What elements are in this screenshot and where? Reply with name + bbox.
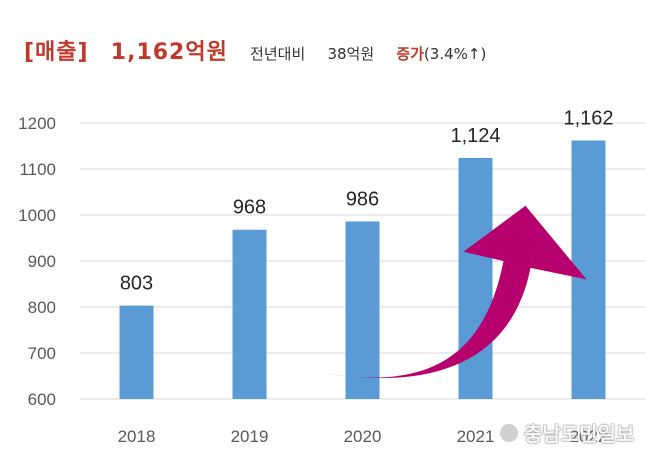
x-tick-label: 2020 [344, 427, 382, 446]
bar [119, 305, 154, 399]
x-tick-label: 2022 [570, 427, 608, 446]
title-change-pct: (3.4%↑) [423, 45, 487, 63]
growth-arrow [322, 205, 587, 379]
title-label: [매출] [24, 40, 89, 65]
x-tick-label: 2018 [118, 427, 156, 446]
bar [458, 157, 493, 399]
y-tick-label: 1000 [18, 206, 56, 225]
y-tick-label: 800 [28, 298, 56, 317]
bar-value-label: 803 [120, 273, 153, 295]
title-diff: 38억원 [327, 45, 375, 63]
x-tick-label: 2019 [231, 427, 269, 446]
watermark-text: 충남도민일보 [524, 422, 635, 446]
title-compare: 전년대비 [250, 45, 306, 63]
y-tick-label: 1200 [18, 114, 56, 133]
watermark: 충남도민일보 [498, 418, 634, 447]
y-tick-label: 600 [28, 390, 56, 409]
bar-value-label: 968 [233, 197, 266, 219]
x-tick-label: 2021 [457, 427, 495, 446]
bar-value-label: 1,124 [450, 125, 500, 147]
title-change-word: 증가 [396, 45, 424, 63]
chart-title: [매출] 1,162억원 전년대비 38억원 증가(3.4%↑) [24, 34, 486, 66]
bar [232, 229, 267, 399]
bar-value-label: 1,162 [563, 107, 613, 129]
y-tick-label: 900 [28, 252, 56, 271]
title-value: 1,162억원 [110, 40, 228, 65]
y-tick-label: 1100 [19, 160, 56, 179]
y-tick-label: 700 [28, 344, 56, 363]
bar [345, 221, 380, 399]
bar-value-label: 986 [346, 188, 379, 210]
watermark-logo-icon [498, 421, 520, 444]
